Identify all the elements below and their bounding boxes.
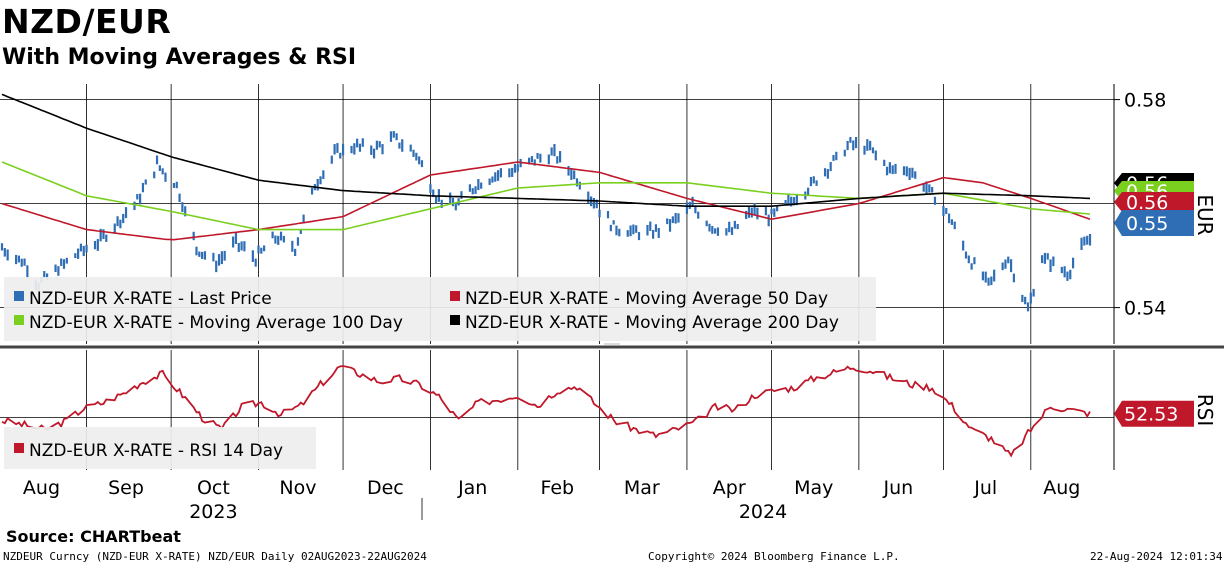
x-tick-label: Mar	[624, 477, 660, 499]
legend-swatch-last-price	[14, 291, 24, 301]
rsi-value-tag-label: 52.53	[1124, 404, 1178, 426]
chart-subtitle: With Moving Averages & RSI	[2, 45, 357, 70]
price-y-ticks: 0.54 0.58	[1114, 90, 1166, 320]
ma200-line	[1, 93, 1091, 207]
rsi-line	[1, 365, 1091, 458]
legend-swatch-ma200	[450, 315, 460, 325]
rsi-axis-label: RSI	[1193, 394, 1217, 427]
x-tick-label: Feb	[540, 477, 574, 499]
legend-swatch-rsi	[14, 443, 24, 453]
x-tick-label: Jun	[882, 477, 913, 499]
value-tag-label: 0.56	[1126, 192, 1168, 214]
x-tick-label: Nov	[279, 477, 316, 499]
legend-last-price: NZD-EUR X-RATE - Last Price	[29, 289, 272, 309]
legend-ma100: NZD-EUR X-RATE - Moving Average 100 Day	[29, 313, 403, 333]
legend-swatch-ma100	[14, 315, 24, 325]
x-tick-label: Oct	[197, 477, 230, 499]
footer-timestamp: 22-Aug-2024 12:01:34	[1090, 550, 1223, 563]
x-tick-label: Aug	[1043, 477, 1080, 499]
rsi-value-tag: 52.53	[1114, 400, 1194, 427]
price-tick-label: 0.58	[1124, 90, 1166, 112]
value-tag: 0.55	[1114, 210, 1194, 236]
price-axis-label: EUR	[1193, 194, 1217, 235]
x-tick-label: Sep	[108, 477, 144, 499]
price-tick-label: 0.54	[1124, 298, 1166, 320]
x-tick-label: Jan	[457, 477, 487, 499]
x-year-label: 2024	[739, 501, 787, 520]
source-note: Source: CHARTbeat	[6, 527, 181, 546]
legend-rsi: NZD-EUR X-RATE - RSI 14 Day	[29, 441, 283, 461]
chart-title: NZD/EUR	[2, 2, 172, 41]
rsi-line-group	[1, 365, 1091, 458]
x-tick-label: Apr	[713, 477, 746, 499]
legend-ma50: NZD-EUR X-RATE - Moving Average 50 Day	[465, 289, 828, 309]
footer-security: NZDEUR Curncy (NZD-EUR X-RATE) NZD/EUR D…	[3, 550, 427, 563]
footer-copyright: Copyright© 2024 Bloomberg Finance L.P.	[648, 550, 900, 563]
last-price-bars	[0, 131, 1092, 312]
x-tick-label: Aug	[23, 477, 60, 499]
x-tick-label: Jul	[973, 477, 997, 499]
price-legend: NZD-EUR X-RATE - Last Price NZD-EUR X-RA…	[4, 277, 876, 341]
x-year-label: 2023	[189, 501, 237, 520]
x-axis: Aug Sep Oct Nov Dec Jan Feb Mar Apr May Jun Jul Aug 2…	[23, 477, 1080, 520]
legend-swatch-ma50	[450, 291, 460, 301]
legend-ma200: NZD-EUR X-RATE - Moving Average 200 Day	[465, 313, 839, 333]
value-tag: 0.56	[1114, 192, 1194, 214]
x-tick-label: Dec	[367, 477, 404, 499]
moving-average-lines	[1, 93, 1091, 241]
x-tick-label: May	[794, 477, 833, 499]
ma50-line	[1, 161, 1091, 241]
value-tag-label: 0.55	[1126, 213, 1168, 235]
ma100-line	[1, 161, 1091, 231]
rsi-legend: NZD-EUR X-RATE - RSI 14 Day	[4, 427, 316, 469]
